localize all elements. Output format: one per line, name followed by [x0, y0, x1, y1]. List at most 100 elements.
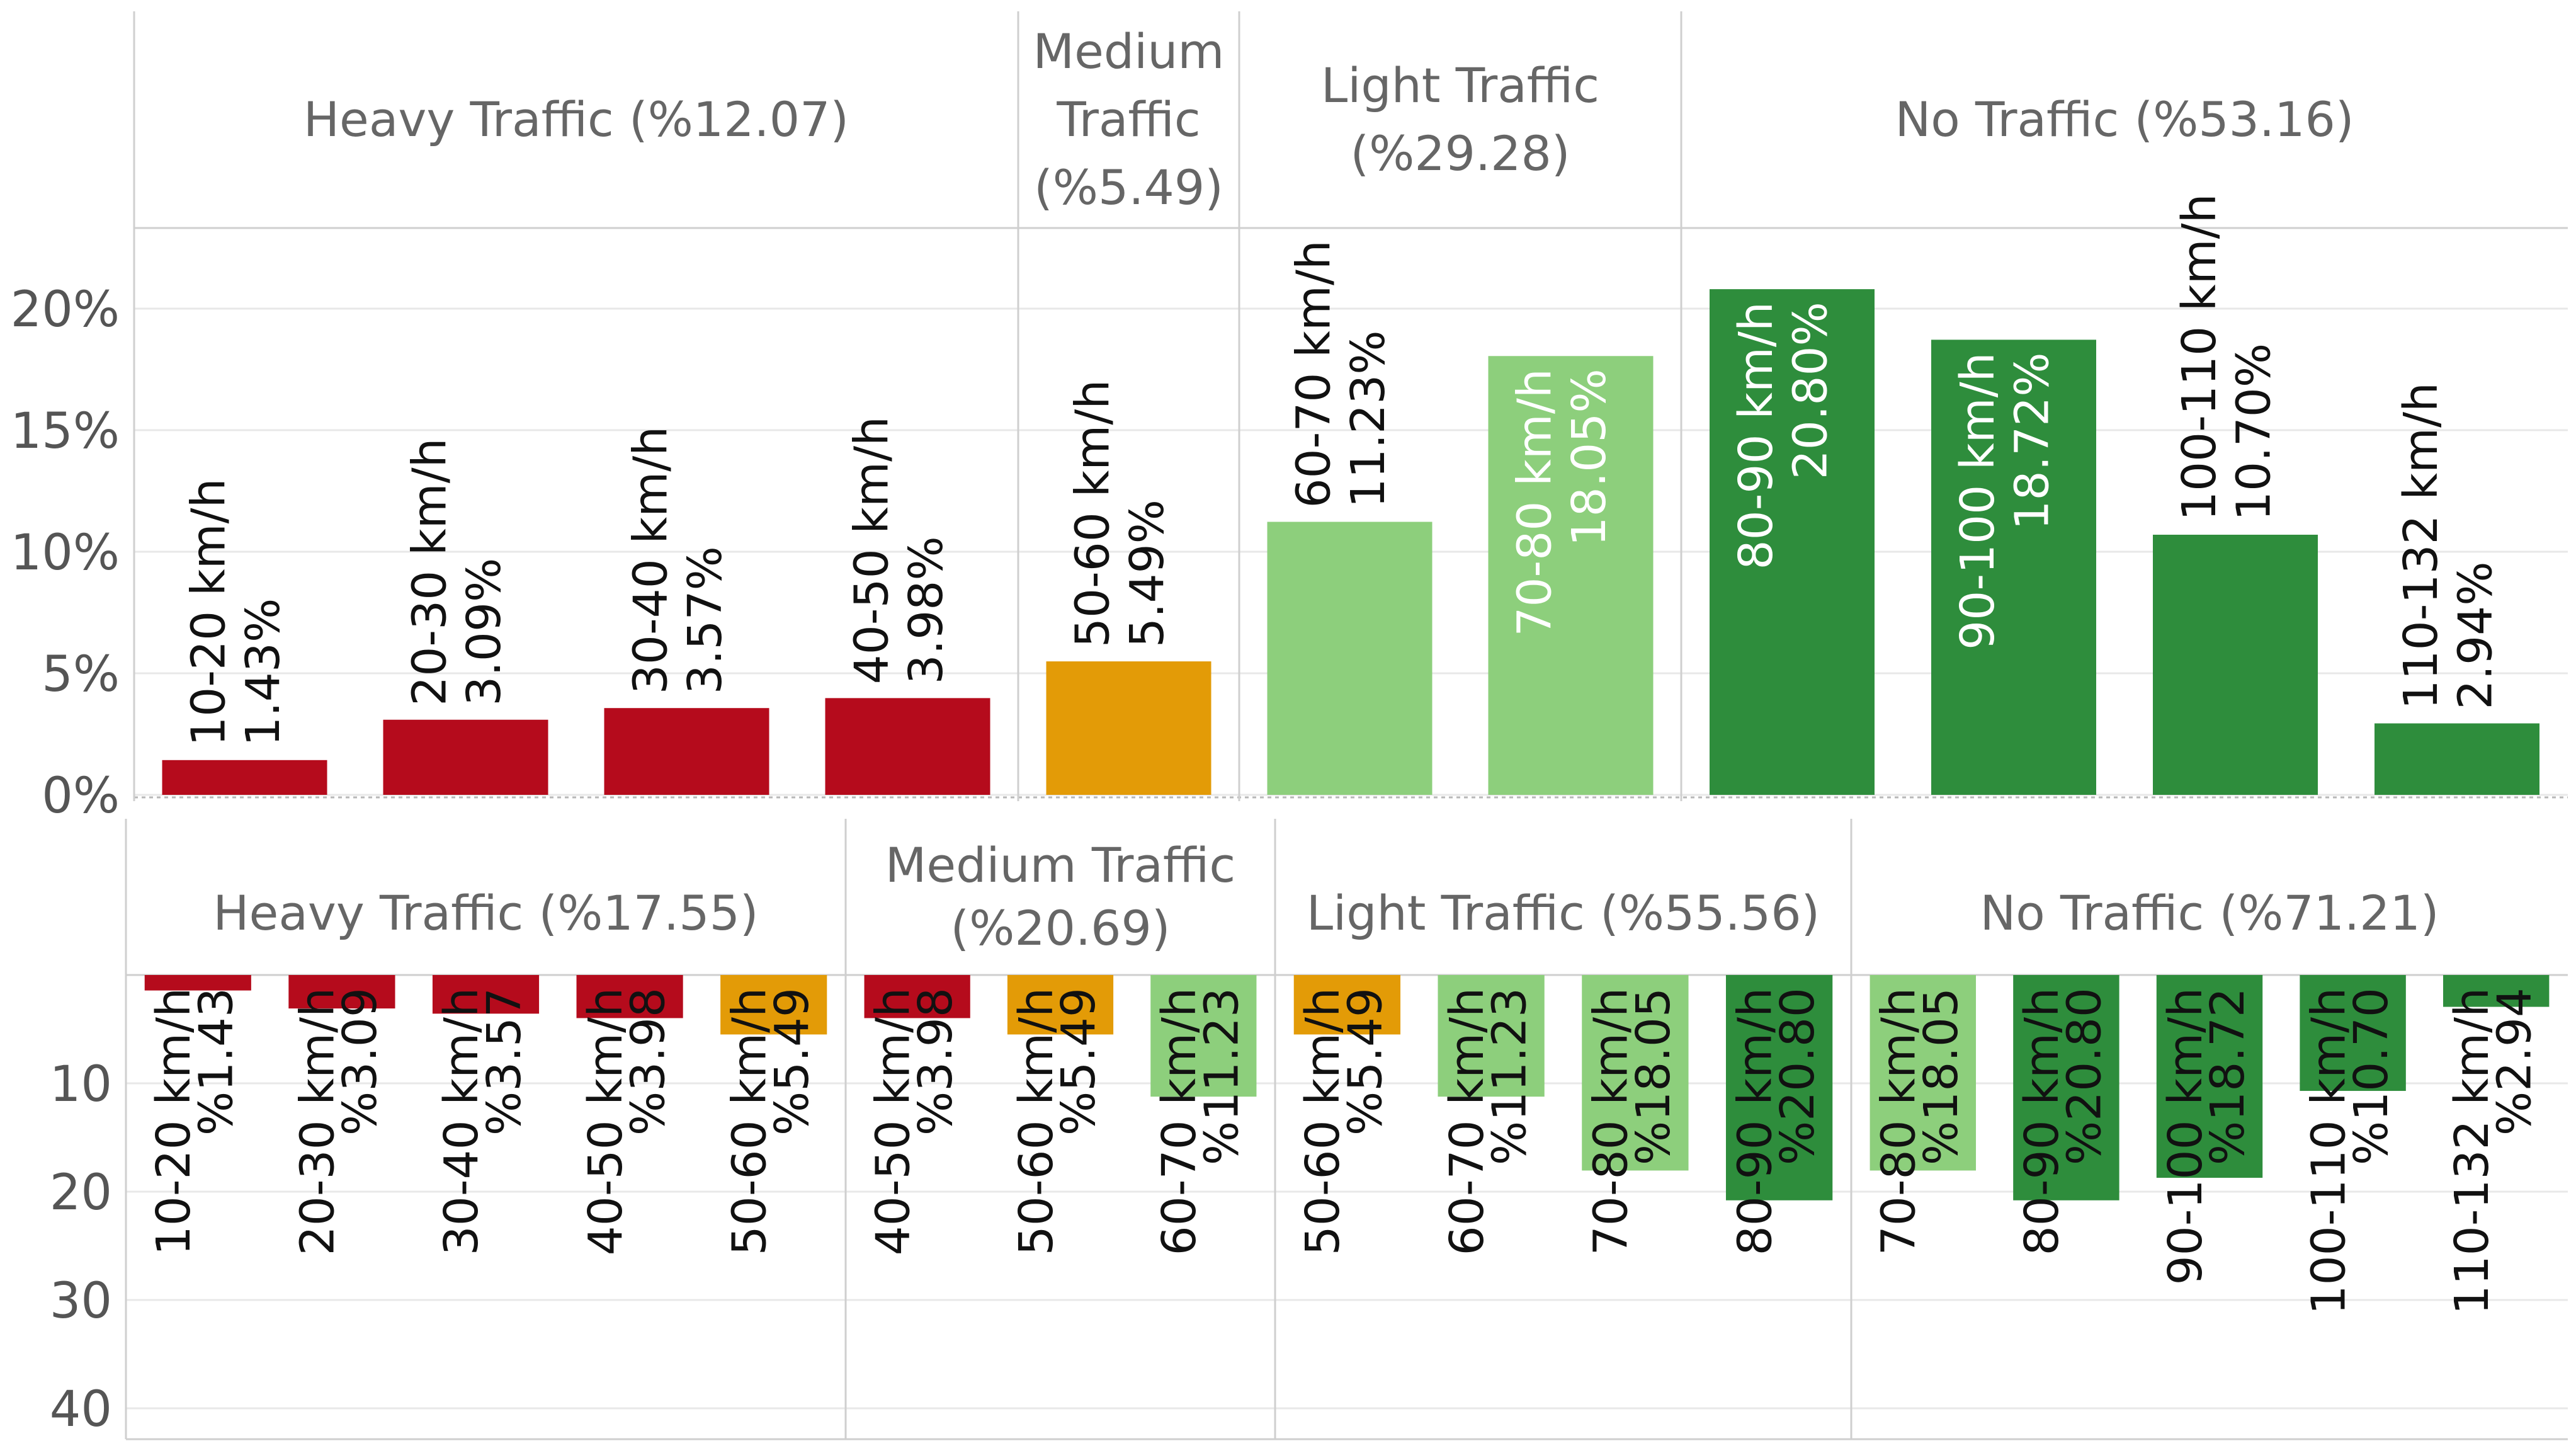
bottom-bar-category-label: 100-110 km/h [2301, 988, 2356, 1314]
top-group-header: Heavy Traffic (%12.07) [304, 91, 849, 147]
top-bar-value-label: 3.98% [899, 536, 953, 684]
bottom-bar-value-label: %3.57 [477, 988, 531, 1136]
top-y-tick-label: 20% [11, 282, 120, 338]
bottom-bar [1007, 975, 1114, 1035]
top-bar-category-label: 10-20 km/h [182, 478, 236, 746]
bottom-bar [1438, 975, 1545, 1097]
bottom-bar [576, 975, 683, 1018]
bottom-bar-value-label: %3.09 [333, 988, 387, 1136]
top-group-header: Light Traffic [1321, 57, 1599, 113]
top-bar-category-label: 70-80 km/h [1508, 368, 1562, 636]
bottom-bar-category-label: 30-40 km/h [434, 988, 489, 1255]
bottom-bar-value-label: %2.94 [2487, 988, 2541, 1136]
bottom-bar [288, 975, 395, 1009]
bottom-bar-value-label: %5.49 [1339, 988, 1393, 1136]
bottom-bar-category-label: 10-20 km/h [147, 988, 201, 1255]
bottom-bar-value-label: %11.23 [1194, 988, 1249, 1165]
bottom-bar [1293, 975, 1401, 1035]
bottom-bar [864, 975, 970, 1018]
bottom-bar [2156, 975, 2263, 1178]
top-bar-value-label: 3.09% [457, 558, 511, 706]
bottom-group-header: Medium Traffic [885, 837, 1235, 893]
bottom-bar-category-label: 40-50 km/h [579, 988, 633, 1255]
top-bar [162, 760, 327, 795]
top-bar-value-label: 5.49% [1120, 499, 1174, 647]
bottom-y-tick-label: 40 [50, 1381, 112, 1438]
top-bar [1488, 356, 1654, 795]
bottom-bar-category-label: 110-132 km/h [2445, 988, 2499, 1314]
bottom-bar-value-label: %18.72 [2201, 988, 2255, 1165]
top-bar [1710, 289, 1875, 795]
top-bar-value-label: 11.23% [1341, 330, 1395, 508]
bottom-bar-category-label: 20-30 km/h [291, 988, 345, 1255]
bottom-group-header: Light Traffic (%55.56) [1307, 885, 1820, 941]
top-bar [604, 708, 769, 795]
bottom-bar-value-label: %5.49 [1052, 988, 1106, 1136]
bottom-y-tick-label: 20 [50, 1165, 112, 1221]
bottom-bar-category-label: 50-60 km/h [1009, 988, 1064, 1255]
top-bar-category-label: 50-60 km/h [1066, 380, 1120, 647]
bottom-bar-value-label: %5.49 [765, 988, 819, 1136]
top-bar-category-label: 80-90 km/h [1729, 302, 1783, 569]
bottom-y-tick-label: 10 [50, 1056, 112, 1113]
bottom-bar-value-label: %3.98 [621, 988, 675, 1136]
bottom-bar-category-label: 60-70 km/h [1440, 988, 1494, 1255]
bottom-bar [1725, 975, 1833, 1200]
bottom-bar-category-label: 70-80 km/h [1872, 988, 1926, 1255]
top-group-header: Medium [1033, 23, 1225, 79]
top-bar-category-label: 40-50 km/h [845, 416, 899, 684]
top-bar-category-label: 60-70 km/h [1287, 240, 1341, 508]
bottom-bar [2013, 975, 2119, 1200]
bottom-bar-value-label: %20.80 [2058, 988, 2112, 1165]
top-bar [1046, 661, 1211, 795]
bottom-bar-category-label: 70-80 km/h [1584, 988, 1638, 1255]
bottom-bar-value-label: %1.43 [190, 988, 244, 1136]
top-bar-value-label: 20.80% [1784, 302, 1838, 479]
bottom-bar-value-label: %18.05 [1914, 988, 1968, 1165]
bottom-bar-category-label: 90-100 km/h [2159, 988, 2213, 1285]
bottom-bar [1150, 975, 1257, 1097]
bottom-bar-value-label: %11.23 [1482, 988, 1536, 1165]
top-bar-value-label: 10.70% [2227, 343, 2281, 521]
top-bar-value-label: 3.57% [678, 546, 732, 694]
bottom-bar-value-label: %10.70 [2344, 988, 2398, 1165]
top-bar [825, 698, 990, 795]
top-y-tick-label: 15% [11, 403, 120, 460]
bottom-bar-category-label: 80-90 km/h [1728, 988, 1782, 1255]
top-y-tick-label: 0% [42, 768, 120, 824]
top-group-header: Traffic [1056, 91, 1200, 147]
top-bar-category-label: 20-30 km/h [403, 438, 457, 705]
top-bar [2375, 723, 2539, 795]
top-y-tick-label: 5% [42, 646, 120, 703]
bottom-y-tick-label: 30 [50, 1273, 112, 1330]
bottom-bar [432, 975, 540, 1014]
top-group-header: No Traffic (%53.16) [1895, 91, 2354, 147]
top-bar [2153, 534, 2318, 795]
top-group-header: (%5.49) [1034, 159, 1223, 215]
top-bar-value-label: 18.72% [2006, 352, 2060, 530]
bottom-bar-category-label: 80-90 km/h [2015, 988, 2069, 1255]
bottom-bar [720, 975, 827, 1035]
bottom-bar-category-label: 50-60 km/h [1296, 988, 1350, 1255]
bottom-bar-value-label: %20.80 [1771, 988, 1825, 1165]
bottom-bar-category-label: 60-70 km/h [1152, 988, 1206, 1255]
bottom-bar [1870, 975, 1977, 1171]
bottom-bar [2300, 975, 2406, 1092]
top-bar [1267, 522, 1433, 795]
top-bar-category-label: 30-40 km/h [624, 426, 678, 694]
bottom-bar [144, 975, 251, 991]
top-bar-value-label: 1.43% [236, 598, 290, 746]
bottom-bar-value-label: %18.05 [1626, 988, 1681, 1165]
top-bar-value-label: 18.05% [1562, 368, 1616, 546]
top-bar-category-label: 110-132 km/h [2394, 382, 2448, 709]
bottom-bar-value-label: %3.98 [909, 988, 963, 1136]
bottom-bar [1582, 975, 1689, 1171]
bottom-group-header: No Traffic (%71.21) [1980, 885, 2439, 941]
top-bar-category-label: 100-110 km/h [2172, 193, 2227, 520]
top-y-tick-label: 10% [11, 525, 120, 581]
bottom-bar-category-label: 40-50 km/h [866, 988, 921, 1255]
top-bar-value-label: 2.94% [2449, 561, 2503, 709]
top-bar [383, 719, 548, 795]
top-group-header: (%29.28) [1350, 125, 1570, 181]
